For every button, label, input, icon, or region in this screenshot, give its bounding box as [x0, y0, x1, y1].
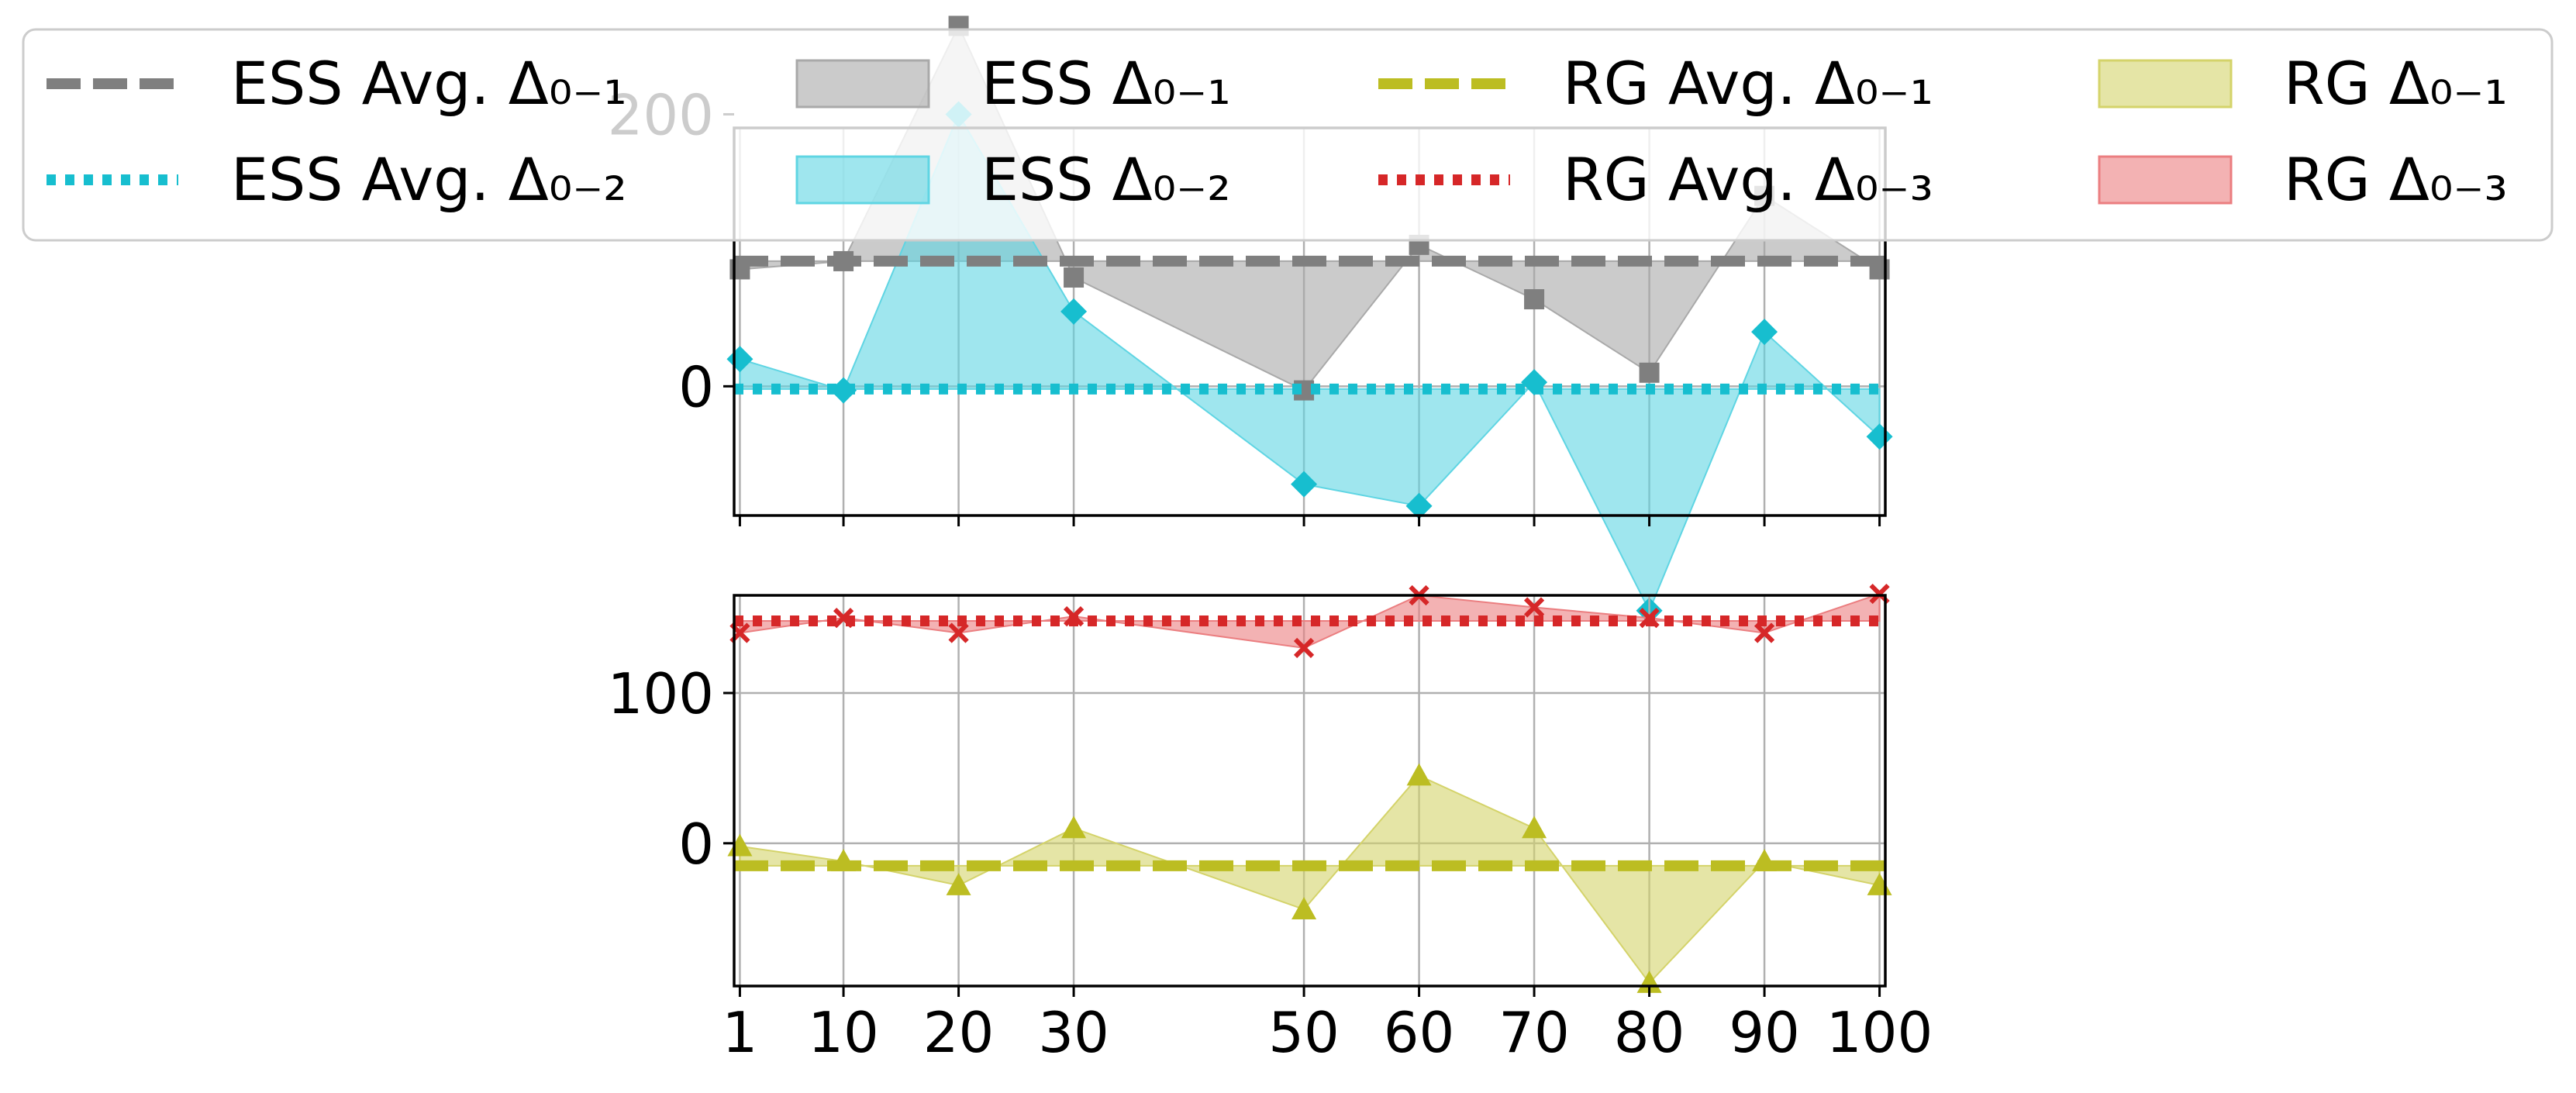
- data-point: [727, 833, 753, 857]
- data-point: [1293, 637, 1315, 658]
- legend-label: ESS Δ₀₋₁: [981, 49, 1231, 118]
- fill-area: [739, 774, 1881, 984]
- grid: [734, 595, 1885, 986]
- x-tick-label: 100: [1826, 1000, 1933, 1065]
- data-point: [1291, 471, 1318, 498]
- legend-label: RG Avg. Δ₀₋₃: [1563, 145, 1933, 214]
- data-point: [1064, 267, 1085, 288]
- legend-frame: [22, 28, 2554, 242]
- x-tick-label: 80: [1614, 1000, 1685, 1065]
- data-point: [1639, 362, 1660, 383]
- data-point: [1752, 849, 1778, 871]
- x-tick-label: 1: [722, 1000, 758, 1065]
- x-tick-label: 30: [1038, 1000, 1109, 1065]
- x-tick-label: 20: [923, 1000, 995, 1065]
- legend-swatch: [2098, 59, 2233, 109]
- data-point: [1060, 298, 1088, 325]
- legend-swatch: [795, 59, 930, 109]
- axes-frame: [733, 594, 1887, 988]
- x-tick-label: 90: [1729, 1000, 1800, 1065]
- legend-label: RG Δ₀₋₁: [2284, 49, 2508, 118]
- data-point: [1523, 597, 1545, 618]
- data-point: [1063, 606, 1085, 627]
- data-point: [1291, 897, 1317, 919]
- legend-label: RG Avg. Δ₀₋₁: [1563, 49, 1933, 118]
- legend-label: ESS Δ₀₋₂: [981, 145, 1231, 214]
- x-tick-label: 10: [808, 1000, 879, 1065]
- data-point: [1405, 492, 1433, 519]
- data-point: [1751, 319, 1778, 346]
- x-tick-label: 70: [1498, 1000, 1570, 1065]
- data-point: [1754, 622, 1775, 643]
- data-point: [833, 607, 854, 629]
- x-tick-label: 60: [1384, 1000, 1455, 1065]
- x-tick-label: 50: [1268, 1000, 1340, 1065]
- legend-swatch: [2098, 155, 2233, 205]
- data-point: [830, 377, 857, 404]
- data-point: [1061, 815, 1087, 839]
- data-point: [1522, 815, 1547, 839]
- bottom-panel: 0 100 1 10 20 30 50 60 70 80 90 100: [608, 583, 1933, 1065]
- data-point: [946, 873, 971, 895]
- legend: ESS Avg. Δ₀₋₁ ESS Δ₀₋₁ RG Avg. Δ₀₋₁ RG Δ₀₋₁…: [22, 28, 2554, 242]
- y-tick-label: 0: [678, 354, 714, 419]
- legend-label: ESS Avg. Δ₀₋₁: [231, 49, 627, 118]
- data-point: [1524, 289, 1545, 310]
- data-point: [831, 849, 857, 871]
- data-point: [1406, 763, 1432, 786]
- legend-label: RG Δ₀₋₃: [2284, 145, 2508, 214]
- y-tick-label: 0: [678, 812, 714, 877]
- legend-label: ESS Avg. Δ₀₋₂: [231, 145, 627, 214]
- legend-swatch: [795, 155, 930, 205]
- data-point: [948, 622, 969, 643]
- data-point: [833, 250, 854, 271]
- data-point: [1639, 607, 1660, 629]
- data-point: [1521, 369, 1548, 396]
- y-tick-label: 100: [608, 661, 714, 726]
